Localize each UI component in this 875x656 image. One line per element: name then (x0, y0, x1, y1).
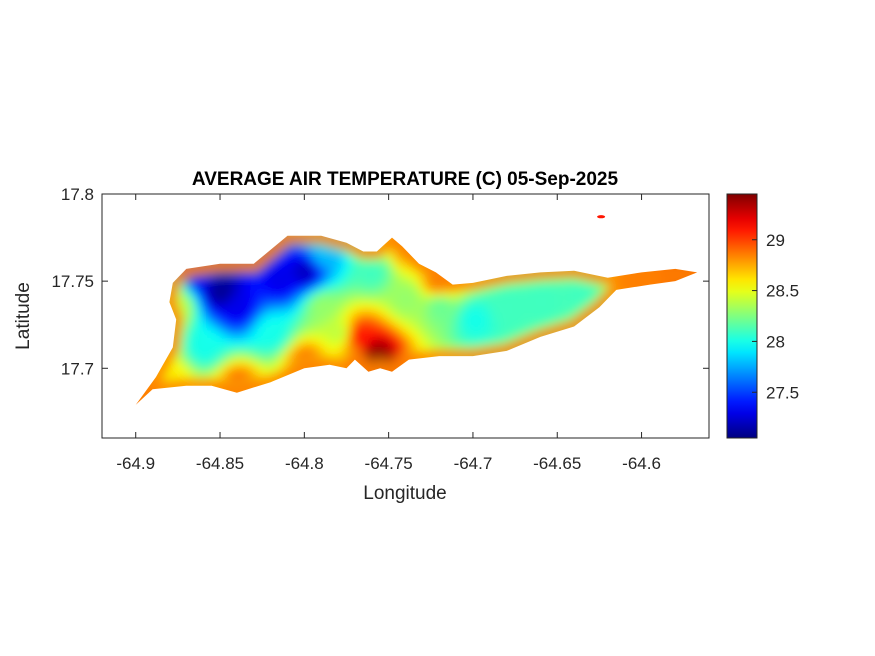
y-tick-label: 17.8 (61, 185, 94, 204)
x-tick-label: -64.8 (285, 454, 324, 473)
x-tick-label: -64.75 (365, 454, 413, 473)
chart-title: AVERAGE AIR TEMPERATURE (C) 05-Sep-2025 (192, 169, 619, 190)
y-tick-label: 17.7 (61, 359, 94, 378)
axes-frame (101, 193, 710, 439)
x-tick-label: -64.6 (622, 454, 661, 473)
islet (597, 215, 606, 219)
x-tick-label: -64.85 (196, 454, 244, 473)
colorbar-tick-label: 29 (766, 231, 785, 250)
colorbar-ticks: 27.5 28 28.5 29 (752, 231, 799, 402)
colorbar-tick-label: 28.5 (766, 282, 799, 301)
y-tick-label: 17.75 (51, 272, 94, 291)
y-axis-label: Latitude (13, 282, 34, 350)
colorbar-tick-label: 27.5 (766, 383, 799, 402)
x-axis-ticks: -64.9 -64.85 -64.8 -64.75 -64.7 -64.65 -64.6 (116, 194, 661, 473)
colorbar-tick-label: 28 (766, 332, 785, 351)
x-tick-label: -64.65 (533, 454, 581, 473)
colorbar-frame (726, 193, 758, 439)
y-axis-ticks: 17.7 17.75 17.8 (51, 185, 709, 378)
colorbar (727, 194, 757, 438)
x-tick-label: -64.9 (116, 454, 155, 473)
x-axis-label: Longitude (363, 483, 446, 504)
x-tick-label: -64.7 (454, 454, 493, 473)
